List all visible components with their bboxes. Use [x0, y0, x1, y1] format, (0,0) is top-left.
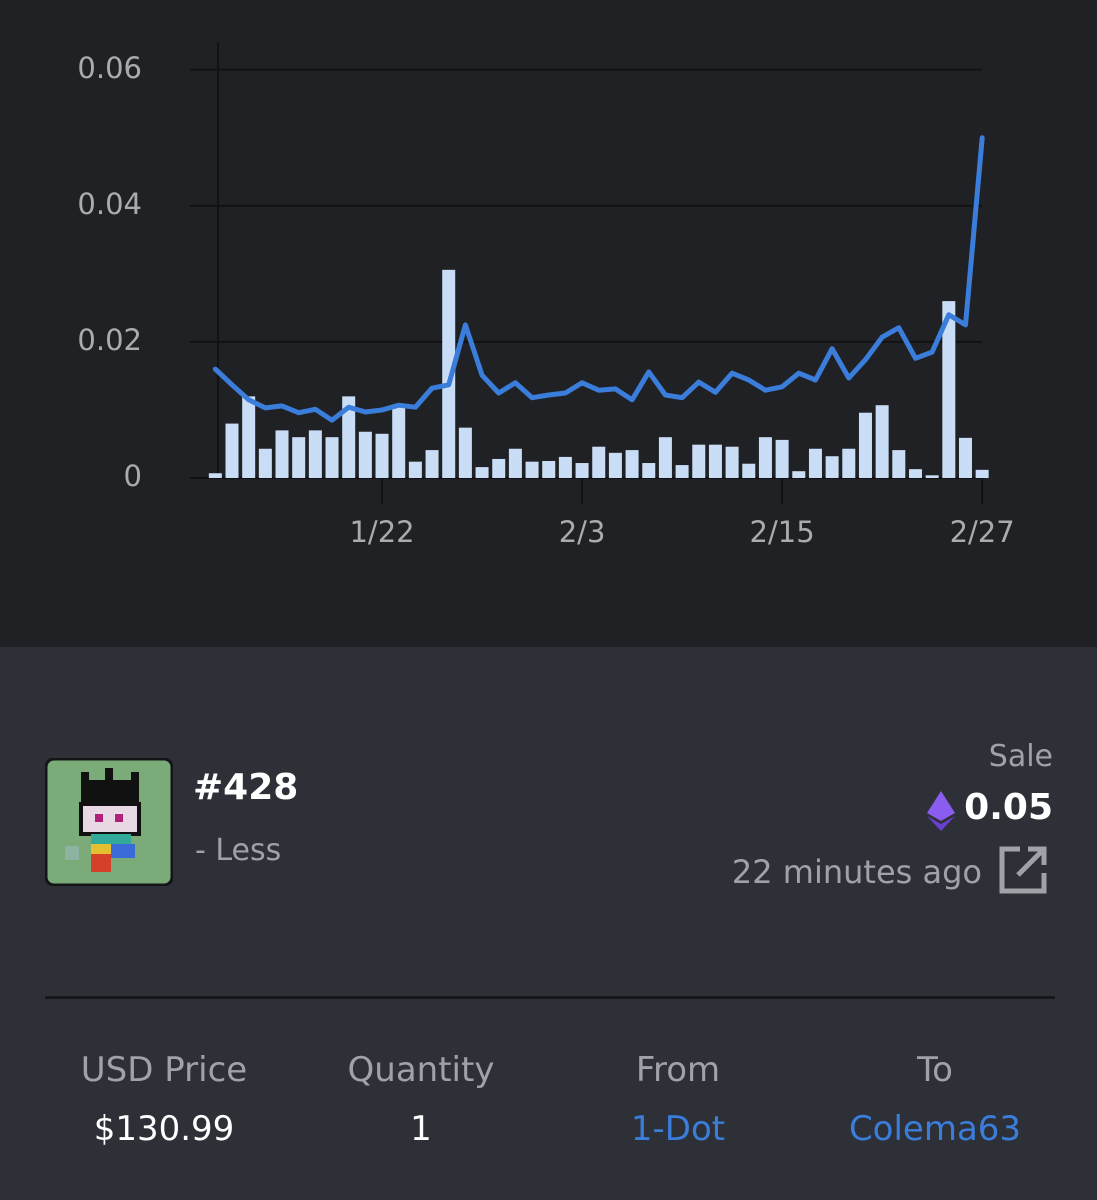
stat-value[interactable]: 1-Dot [630, 1109, 726, 1149]
y-tick-label: 0.04 [77, 187, 142, 221]
price-line [212, 135, 985, 423]
bar [908, 469, 922, 478]
bar [342, 396, 356, 478]
bar [558, 456, 572, 478]
stat-label: From [635, 1050, 721, 1090]
bar [675, 465, 689, 478]
item-name[interactable]: #428 [193, 767, 299, 808]
divider [45, 996, 1055, 999]
bar [442, 269, 456, 478]
stat-value: $130.99 [93, 1109, 235, 1149]
y-tick-label: 0 [124, 459, 142, 493]
bar [425, 450, 439, 478]
x-tick-label: 2/27 [950, 515, 1015, 549]
bar [842, 448, 856, 478]
sale-time: 22 minutes ago [731, 853, 982, 891]
stat-label: To [917, 1050, 953, 1090]
bar [942, 301, 956, 478]
bar [308, 430, 322, 478]
stat-value[interactable]: Colema63 [848, 1109, 1022, 1149]
bar [292, 437, 306, 478]
bar [708, 444, 722, 478]
thumbnail[interactable] [45, 758, 173, 886]
stat-value: 1 [410, 1109, 432, 1149]
stat-label: USD Price [80, 1050, 248, 1090]
eth-icon [927, 791, 955, 831]
bar [392, 407, 406, 478]
bar [258, 448, 272, 478]
bar [775, 439, 789, 478]
bar [475, 467, 489, 478]
x-tick-label: 2/3 [559, 515, 606, 549]
bar [658, 437, 672, 478]
bar [725, 446, 739, 478]
bar [242, 396, 256, 478]
bar [925, 475, 939, 478]
external-link[interactable] [998, 845, 1048, 895]
x-tick-label: 1/22 [349, 515, 414, 549]
bar [458, 427, 472, 478]
bar [575, 463, 589, 478]
bar [825, 456, 839, 478]
x-tick-label: 2/15 [750, 515, 815, 549]
bar [208, 473, 222, 478]
bar [742, 463, 756, 478]
item-trait: - Less [195, 833, 282, 868]
bar [508, 448, 522, 478]
bar [625, 450, 639, 478]
bar [642, 463, 656, 478]
bar [875, 405, 889, 478]
sale-panel: #428 - Less Sale 0.05 22 minutes ago USD… [0, 647, 1097, 1200]
bar [375, 433, 389, 478]
bar [975, 469, 989, 478]
bar [525, 461, 539, 478]
stat-label: Quantity [347, 1050, 495, 1090]
bar [325, 437, 339, 478]
bar [492, 458, 506, 478]
bar [592, 446, 606, 478]
bar [792, 471, 806, 478]
bar [858, 412, 872, 478]
bar [608, 452, 622, 478]
bar [225, 423, 239, 478]
y-tick-label: 0.06 [77, 51, 142, 85]
bar [358, 431, 372, 478]
bar [408, 461, 422, 478]
bar [892, 450, 906, 478]
bar [758, 437, 772, 478]
bar [275, 430, 289, 478]
sale-kind: Sale [988, 739, 1053, 774]
sale-price: 0.05 [964, 787, 1053, 828]
bar [542, 460, 556, 478]
bar [692, 444, 706, 478]
bar [958, 437, 972, 478]
bar [808, 448, 822, 478]
y-tick-label: 0.02 [77, 323, 142, 357]
chart: 0 0.02 0.04 0.06 1/22 2/3 2/15 2/27 [77, 42, 1015, 549]
